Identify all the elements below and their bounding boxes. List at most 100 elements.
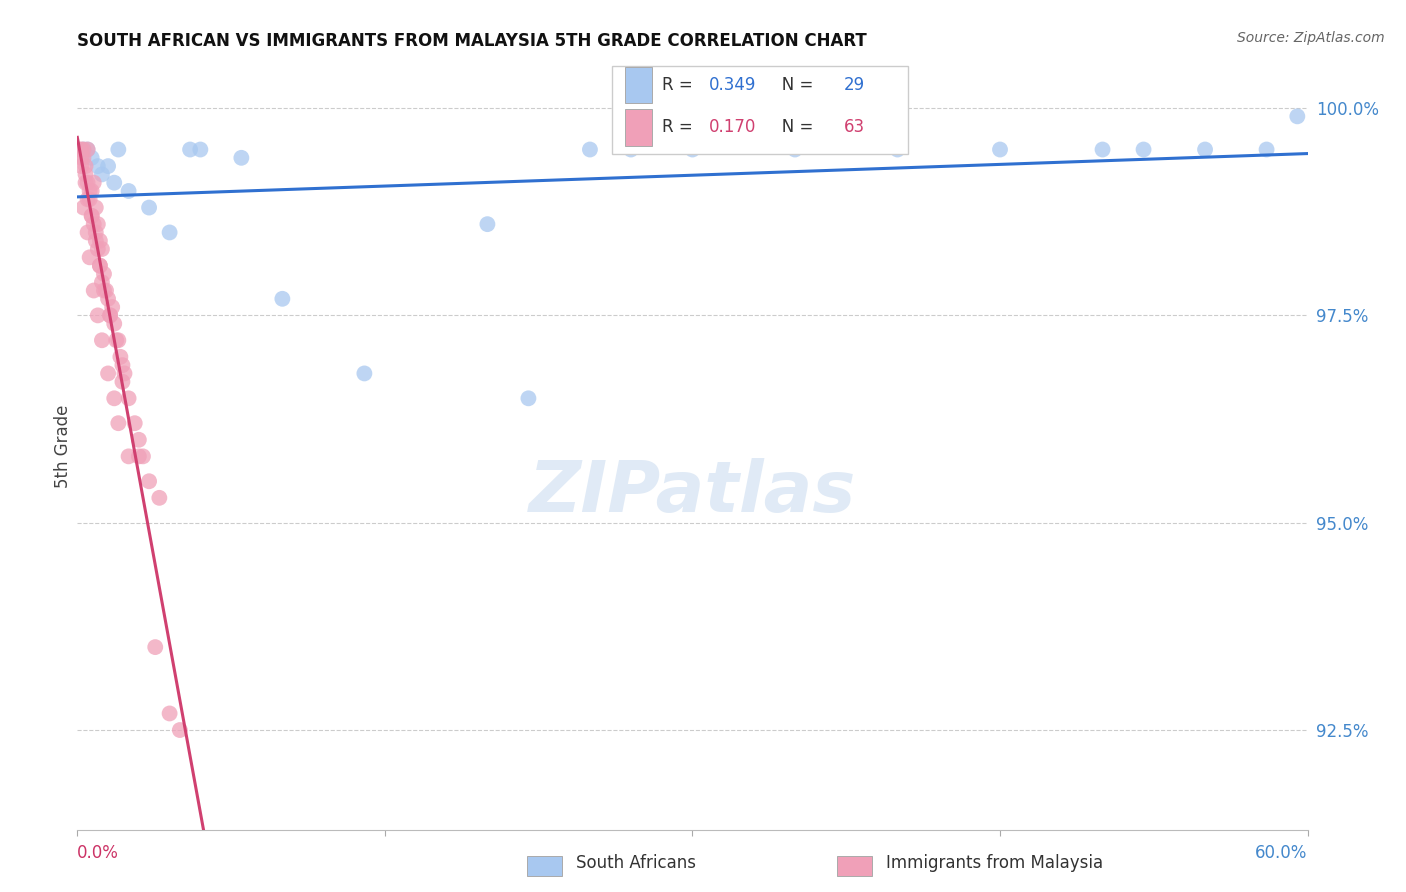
Text: N =: N = <box>766 119 818 136</box>
Point <box>94 284 117 298</box>
Point <box>169 723 191 737</box>
Point <box>70 151 93 165</box>
Point <box>128 450 150 464</box>
Point <box>79 192 101 206</box>
Point <box>98 309 121 323</box>
Point <box>87 217 110 231</box>
Point <box>110 350 132 364</box>
Point <box>1132 143 1154 157</box>
Point <box>97 367 120 381</box>
Text: 0.170: 0.170 <box>709 119 756 136</box>
Text: 60.0%: 60.0% <box>1256 845 1308 863</box>
Point <box>84 234 107 248</box>
Point <box>84 201 107 215</box>
Text: Source: ZipAtlas.com: Source: ZipAtlas.com <box>1237 31 1385 45</box>
Point <box>1286 109 1309 123</box>
Point <box>1256 143 1278 157</box>
Point <box>84 226 107 240</box>
Point <box>103 392 125 406</box>
Point <box>143 640 166 654</box>
Text: 63: 63 <box>844 119 865 136</box>
Point <box>579 143 602 157</box>
Point <box>76 143 98 157</box>
Point <box>114 367 136 381</box>
Point <box>75 168 97 182</box>
Point <box>76 176 98 190</box>
Point <box>80 209 103 223</box>
Point <box>79 250 101 264</box>
Point <box>72 201 94 215</box>
Point <box>103 176 125 190</box>
Text: SOUTH AFRICAN VS IMMIGRANTS FROM MALAYSIA 5TH GRADE CORRELATION CHART: SOUTH AFRICAN VS IMMIGRANTS FROM MALAYSI… <box>77 32 868 50</box>
Point <box>98 309 121 323</box>
Point <box>107 333 129 347</box>
Point <box>72 143 94 157</box>
Point <box>105 333 128 347</box>
Point <box>620 143 643 157</box>
Point <box>124 416 146 430</box>
Point <box>83 284 105 298</box>
Text: 0.349: 0.349 <box>709 76 756 94</box>
Text: 0.0%: 0.0% <box>77 845 120 863</box>
Point <box>89 259 111 273</box>
FancyBboxPatch shape <box>624 109 652 145</box>
Point <box>477 217 499 231</box>
Point <box>76 226 98 240</box>
Text: N =: N = <box>766 76 818 94</box>
Point <box>107 143 129 157</box>
Point <box>90 168 114 182</box>
FancyBboxPatch shape <box>624 67 652 103</box>
Point <box>80 151 103 165</box>
Point <box>103 317 125 331</box>
Text: R =: R = <box>662 76 697 94</box>
Point <box>79 184 101 198</box>
Point <box>132 450 155 464</box>
FancyBboxPatch shape <box>613 66 908 154</box>
Point <box>89 259 111 273</box>
Point <box>353 367 375 381</box>
Point <box>80 209 103 223</box>
Point <box>159 226 181 240</box>
Point <box>67 143 90 157</box>
Point <box>97 159 120 173</box>
Point <box>93 284 115 298</box>
Point <box>783 143 806 157</box>
Point <box>72 143 94 157</box>
Point <box>231 151 253 165</box>
Point <box>159 706 181 721</box>
Point <box>90 275 114 289</box>
Point <box>517 392 540 406</box>
Point <box>90 242 114 256</box>
Point <box>271 292 294 306</box>
Point <box>988 143 1011 157</box>
Point <box>107 416 129 430</box>
Point <box>93 267 115 281</box>
Point <box>89 234 111 248</box>
Point <box>76 192 98 206</box>
Point <box>148 491 170 505</box>
Point <box>83 176 105 190</box>
Point <box>90 333 114 347</box>
Point <box>83 217 105 231</box>
Point <box>111 358 134 372</box>
Point <box>188 143 212 157</box>
Point <box>80 184 103 198</box>
Point <box>138 475 160 489</box>
Point <box>682 143 704 157</box>
Text: Immigrants from Malaysia: Immigrants from Malaysia <box>886 855 1102 872</box>
Point <box>75 176 97 190</box>
Point <box>87 309 110 323</box>
Point <box>1091 143 1114 157</box>
Point <box>1194 143 1216 157</box>
Point <box>75 159 97 173</box>
Point <box>72 151 94 165</box>
Y-axis label: 5th Grade: 5th Grade <box>53 404 72 488</box>
Point <box>111 375 134 389</box>
Point <box>179 143 201 157</box>
Point <box>138 201 160 215</box>
Point <box>117 450 139 464</box>
Point <box>128 433 150 447</box>
Point <box>70 159 93 173</box>
Point <box>76 143 98 157</box>
Point <box>117 184 139 198</box>
